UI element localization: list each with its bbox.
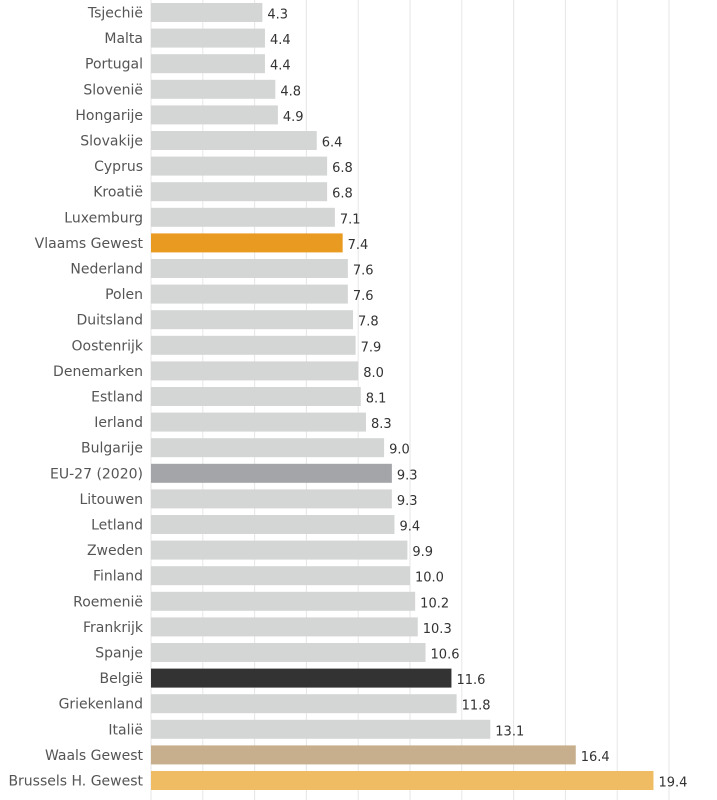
- category-label: Vlaams Gewest: [35, 236, 144, 252]
- category-label: Griekenland: [59, 697, 143, 713]
- value-label: 7.4: [348, 238, 369, 253]
- bar: [151, 463, 392, 483]
- value-label: 8.1: [366, 392, 387, 407]
- bar: [151, 284, 348, 304]
- category-label: Bulgarije: [81, 441, 143, 457]
- bar: [151, 617, 418, 637]
- category-label: Polen: [105, 287, 143, 303]
- value-label: 4.8: [280, 84, 301, 99]
- category-label: Slovenië: [83, 82, 143, 98]
- bar: [151, 694, 457, 714]
- value-label: 6.4: [322, 136, 343, 151]
- bar: [151, 489, 392, 509]
- bar: [151, 412, 366, 432]
- category-label: Oostenrijk: [72, 338, 144, 354]
- category-label: Duitsland: [76, 313, 143, 329]
- category-label: Spanje: [95, 646, 143, 662]
- value-label: 8.0: [363, 366, 384, 381]
- bar: [151, 54, 265, 74]
- bar: [151, 259, 348, 278]
- value-label: 13.1: [495, 724, 524, 739]
- value-label: 11.8: [462, 699, 491, 714]
- bar: [151, 131, 317, 150]
- value-label: 9.0: [389, 443, 410, 458]
- category-label: Brussels H. Gewest: [8, 774, 143, 790]
- bars: [151, 3, 654, 790]
- bar: [151, 361, 359, 381]
- category-label: Finland: [93, 569, 143, 585]
- bar: [151, 387, 361, 406]
- bar: [151, 745, 576, 765]
- value-label: 9.9: [412, 545, 433, 560]
- category-label: Frankrijk: [83, 620, 144, 636]
- bar: [151, 719, 491, 739]
- value-label: 4.3: [267, 8, 288, 23]
- value-label: 4.9: [283, 110, 304, 125]
- category-label: Cyprus: [94, 159, 143, 175]
- bar: [151, 105, 278, 125]
- category-label: Slovakije: [80, 134, 143, 150]
- value-label: 9.3: [397, 494, 418, 509]
- value-label: 6.8: [332, 161, 353, 176]
- value-label: 11.6: [456, 673, 485, 688]
- value-label: 7.9: [361, 340, 382, 355]
- value-label: 7.1: [340, 212, 361, 227]
- category-label: Luxemburg: [64, 210, 143, 226]
- bar: [151, 3, 263, 22]
- category-label: Malta: [104, 31, 143, 47]
- value-label: 19.4: [658, 776, 687, 791]
- category-label: Nederland: [70, 262, 143, 278]
- category-label: Zweden: [87, 543, 143, 559]
- value-label: 10.6: [431, 648, 460, 663]
- bar: [151, 182, 328, 202]
- value-label: 7.6: [353, 289, 374, 304]
- bar: [151, 515, 395, 534]
- category-label: Denemarken: [53, 364, 143, 380]
- value-label: 9.3: [397, 468, 418, 483]
- category-label: Letland: [91, 518, 143, 534]
- bar: [151, 207, 335, 227]
- bar: [151, 643, 426, 662]
- bar: [151, 28, 265, 48]
- value-label: 9.4: [399, 520, 420, 535]
- bar: [151, 540, 408, 560]
- category-label: Roemenië: [73, 594, 143, 610]
- category-label: België: [100, 671, 144, 687]
- bar: [151, 438, 385, 458]
- bar: [151, 310, 354, 330]
- bar: [151, 771, 654, 790]
- value-label: 4.4: [270, 33, 291, 48]
- category-label: EU-27 (2020): [50, 466, 143, 482]
- value-label: 7.6: [353, 264, 374, 279]
- category-label: Litouwen: [79, 492, 143, 508]
- value-label: 8.3: [371, 417, 392, 432]
- category-label: Portugal: [85, 57, 143, 73]
- bar: [151, 335, 356, 355]
- bar: [151, 591, 416, 611]
- category-label: Italië: [108, 722, 143, 738]
- bar: [151, 668, 452, 688]
- bar: [151, 566, 410, 586]
- labels: Tsjechië 4.3 Malta 4.4 Portugal 4.4 Slovenië 4.…: [8, 6, 687, 791]
- category-label: Tsjechië: [87, 6, 143, 22]
- value-label: 7.8: [358, 315, 379, 330]
- value-label: 4.4: [270, 59, 291, 74]
- value-label: 10.2: [420, 596, 449, 611]
- category-label: Kroatië: [93, 185, 143, 201]
- category-label: Estland: [91, 390, 143, 406]
- category-label: Ierland: [94, 415, 143, 431]
- bar: [151, 79, 276, 99]
- category-label: Waals Gewest: [45, 748, 144, 764]
- value-label: 6.8: [332, 187, 353, 202]
- bar: [151, 233, 343, 253]
- value-label: 10.0: [415, 571, 444, 586]
- value-label: 10.3: [423, 622, 452, 637]
- category-label: Hongarije: [75, 108, 143, 124]
- bar: [151, 156, 328, 176]
- value-label: 16.4: [581, 750, 610, 765]
